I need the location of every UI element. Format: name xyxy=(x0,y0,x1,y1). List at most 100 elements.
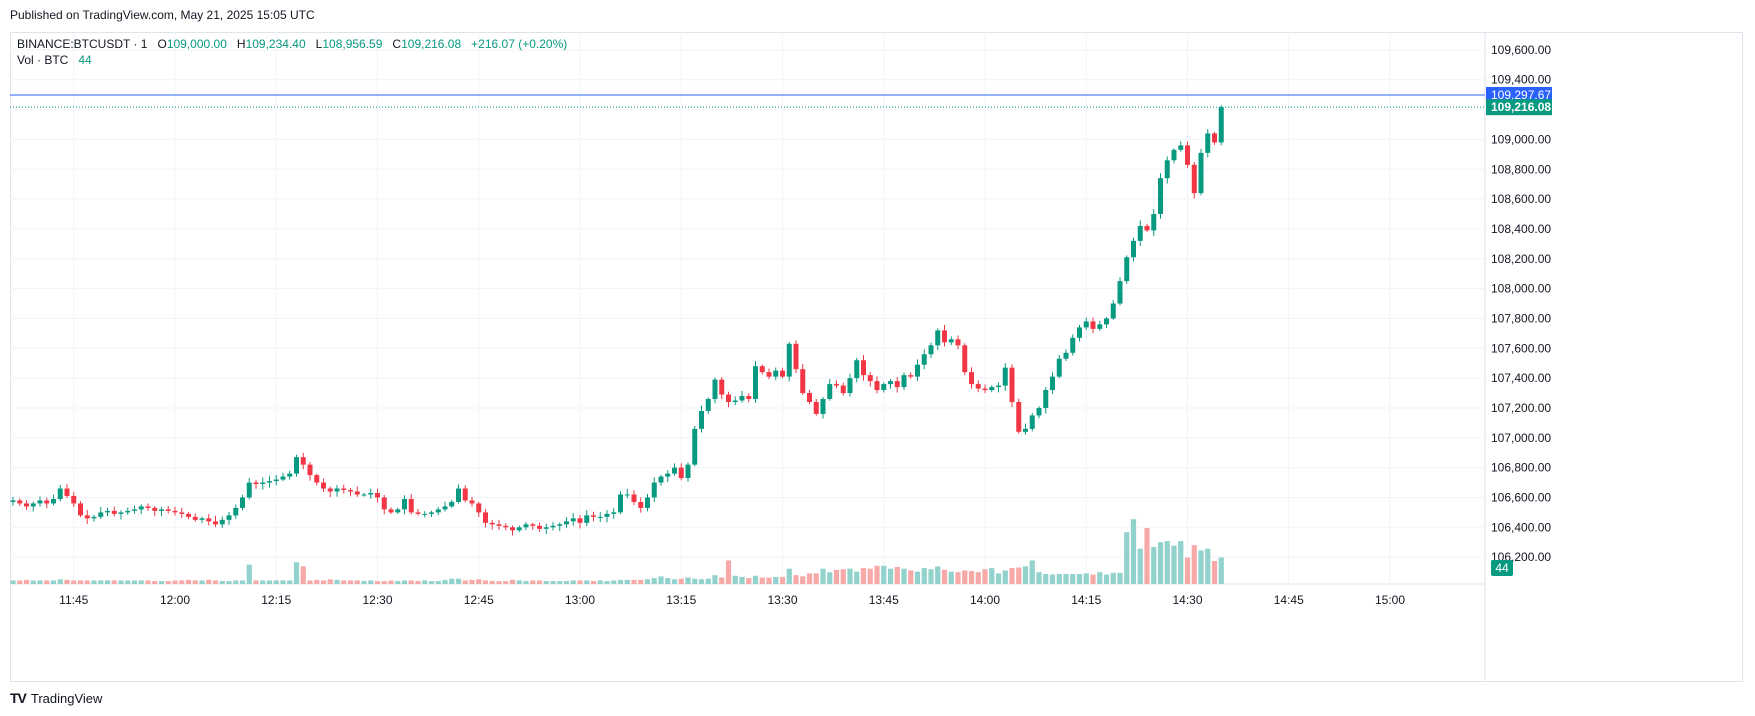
change-value: +216.07 (+0.20%) xyxy=(471,37,568,51)
candle-body xyxy=(786,343,792,377)
candle-body xyxy=(854,360,860,379)
candle-body xyxy=(766,372,772,377)
price-axis: 106,200.00106,400.00106,600.00106,800.00… xyxy=(1486,43,1552,576)
volume-bar xyxy=(395,581,401,584)
candle-body xyxy=(375,492,380,498)
candle-body xyxy=(982,388,988,391)
candle-body xyxy=(240,497,245,508)
volume-bar xyxy=(577,580,583,584)
candle-body xyxy=(915,364,920,377)
volume-bar xyxy=(847,568,853,584)
candle-body xyxy=(388,509,394,513)
candle-body xyxy=(840,385,846,394)
high-price-badge-label: 109,297.67 xyxy=(1491,88,1551,102)
volume-bar xyxy=(1016,567,1022,584)
candle-body xyxy=(692,428,698,465)
candle-body xyxy=(665,473,671,477)
candle-body xyxy=(456,488,461,502)
volume-bar xyxy=(523,581,529,584)
volume-bar xyxy=(786,568,792,584)
chart-frame[interactable] xyxy=(10,32,1743,682)
price-tick-label: 107,200.00 xyxy=(1491,401,1551,415)
candle-body xyxy=(435,509,441,513)
volume-bar xyxy=(118,580,124,584)
volume-label[interactable]: Vol · BTC xyxy=(17,53,69,67)
candle-body xyxy=(827,384,833,400)
volume-bar xyxy=(611,580,617,584)
volume-bar xyxy=(1097,572,1103,584)
candle-body xyxy=(469,500,475,504)
volume-bar xyxy=(320,580,327,584)
candle-body xyxy=(341,488,347,491)
volume-bar xyxy=(725,560,732,584)
candle-body xyxy=(1171,149,1177,161)
candle-body xyxy=(813,401,819,414)
chart-legend: BINANCE:BTCUSDT · 1 O109,000.00 H109,234… xyxy=(17,36,567,68)
candle-body xyxy=(969,372,974,385)
candle-body xyxy=(834,384,839,386)
last-price-badge xyxy=(1486,99,1552,116)
candle-body xyxy=(300,457,306,465)
volume-bar xyxy=(77,580,84,584)
volume-bar xyxy=(570,580,576,584)
candle-body xyxy=(597,516,603,518)
candle-body xyxy=(71,495,77,504)
volume-bar xyxy=(10,580,16,584)
volume-bar xyxy=(685,577,691,584)
volume-bar xyxy=(962,570,968,584)
volume-bar xyxy=(881,565,887,584)
volume-bar xyxy=(17,580,23,584)
price-tick-label: 108,200.00 xyxy=(1491,252,1551,266)
volume-bar xyxy=(1036,572,1042,584)
volume-bar xyxy=(347,580,354,584)
volume-bar xyxy=(719,577,725,584)
candle-body xyxy=(186,513,191,517)
volume-bar xyxy=(1070,573,1076,584)
volume-bar xyxy=(131,580,138,584)
tradingview-logo[interactable]: TV TradingView xyxy=(10,690,102,706)
volume-bar xyxy=(671,579,678,584)
candle-body xyxy=(273,479,279,482)
candle-body xyxy=(510,527,515,531)
candle-body xyxy=(604,513,610,517)
volume-bar xyxy=(293,562,300,584)
open-key: O xyxy=(157,37,167,51)
candle-body xyxy=(1077,327,1082,338)
candle-body xyxy=(327,488,333,492)
volume-legend-row: Vol · BTC 44 xyxy=(17,52,567,68)
candle-body xyxy=(550,525,556,528)
time-tick-label: 14:30 xyxy=(1172,593,1202,607)
candle-body xyxy=(1104,318,1109,325)
candle-body xyxy=(935,330,941,346)
candle-body xyxy=(462,488,468,501)
candle-body xyxy=(1198,152,1204,194)
candle-body xyxy=(476,503,482,513)
volume-bar xyxy=(307,580,313,584)
candle-body xyxy=(253,482,259,485)
candle-body xyxy=(1191,164,1197,194)
price-tick-label: 109,600.00 xyxy=(1491,43,1551,57)
candle-body xyxy=(672,467,677,474)
volume-bar xyxy=(833,569,840,584)
candle-body xyxy=(354,491,360,495)
candle-body xyxy=(1124,257,1130,282)
candle-body xyxy=(267,481,272,483)
candle-body xyxy=(246,482,252,498)
candle-body xyxy=(678,467,684,479)
candle-body xyxy=(631,494,637,502)
candle-body xyxy=(638,501,644,508)
price-tick-label: 108,000.00 xyxy=(1491,282,1551,296)
candle-body xyxy=(753,366,758,400)
candle-body xyxy=(543,527,549,529)
symbol-label[interactable]: BINANCE:BTCUSDT · 1 xyxy=(17,37,148,51)
low-key: L xyxy=(315,37,323,51)
price-chart[interactable]: 106,200.00106,400.00106,600.00106,800.00… xyxy=(10,32,1743,682)
candle-body xyxy=(570,518,576,522)
volume-bar xyxy=(773,576,779,584)
volume-bar xyxy=(239,580,246,584)
ohlc-legend-row: BINANCE:BTCUSDT · 1 O109,000.00 H109,234… xyxy=(17,36,567,52)
candle-body xyxy=(260,482,266,485)
volume-bar xyxy=(422,580,428,584)
time-tick-label: 11:45 xyxy=(59,593,88,607)
candle-body xyxy=(516,527,522,531)
